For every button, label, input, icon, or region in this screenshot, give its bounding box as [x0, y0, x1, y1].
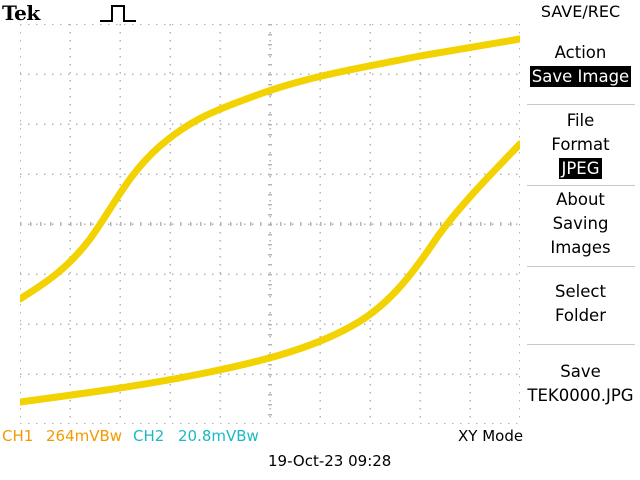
- trace-upper-branch: [20, 35, 520, 303]
- file-format-value: JPEG: [559, 158, 602, 179]
- file-format-label-2: Format: [551, 135, 610, 154]
- save-rec-menu: SAVE/REC Action Save Image File Format J…: [521, 0, 640, 410]
- save-line-1: Save: [560, 362, 601, 381]
- trace-lower-branch: [20, 140, 520, 406]
- graticule: [20, 24, 520, 424]
- pulse-trigger-icon: [100, 5, 136, 22]
- xy-trace: [20, 35, 520, 406]
- save-file-button[interactable]: Save TEK0000.JPG: [521, 360, 640, 408]
- menu-divider: [527, 185, 635, 186]
- about-saving-images-button[interactable]: About Saving Images: [521, 188, 640, 260]
- ch2-scale: 20.8mVBw: [178, 427, 259, 445]
- about-line-1: About: [556, 190, 605, 209]
- action-menu-button[interactable]: Action Save Image: [521, 41, 640, 89]
- select-folder-button[interactable]: Select Folder: [521, 280, 640, 328]
- save-filename: TEK0000.JPG: [527, 386, 634, 405]
- action-label: Action: [554, 43, 607, 62]
- display-mode: XY Mode: [458, 427, 524, 445]
- select-folder-line-2: Folder: [555, 306, 606, 325]
- select-folder-line-1: Select: [555, 282, 606, 301]
- menu-divider: [527, 344, 635, 345]
- menu-divider: [527, 104, 635, 105]
- about-line-2: Saving: [552, 214, 609, 233]
- date-time: 19-Oct-23 09:28: [268, 452, 392, 470]
- file-format-label-1: File: [566, 111, 595, 130]
- ch1-scale: 264mVBw: [46, 427, 123, 445]
- action-value: Save Image: [529, 66, 632, 87]
- brand-logo: Tek: [2, 1, 40, 25]
- ch2-label: CH2: [133, 427, 165, 445]
- file-format-menu-button[interactable]: File Format JPEG: [521, 109, 640, 181]
- menu-divider: [527, 266, 635, 267]
- waveform-display: [20, 24, 520, 424]
- menu-title: SAVE/REC: [540, 2, 621, 21]
- ch1-label: CH1: [2, 427, 34, 445]
- about-line-3: Images: [550, 238, 611, 257]
